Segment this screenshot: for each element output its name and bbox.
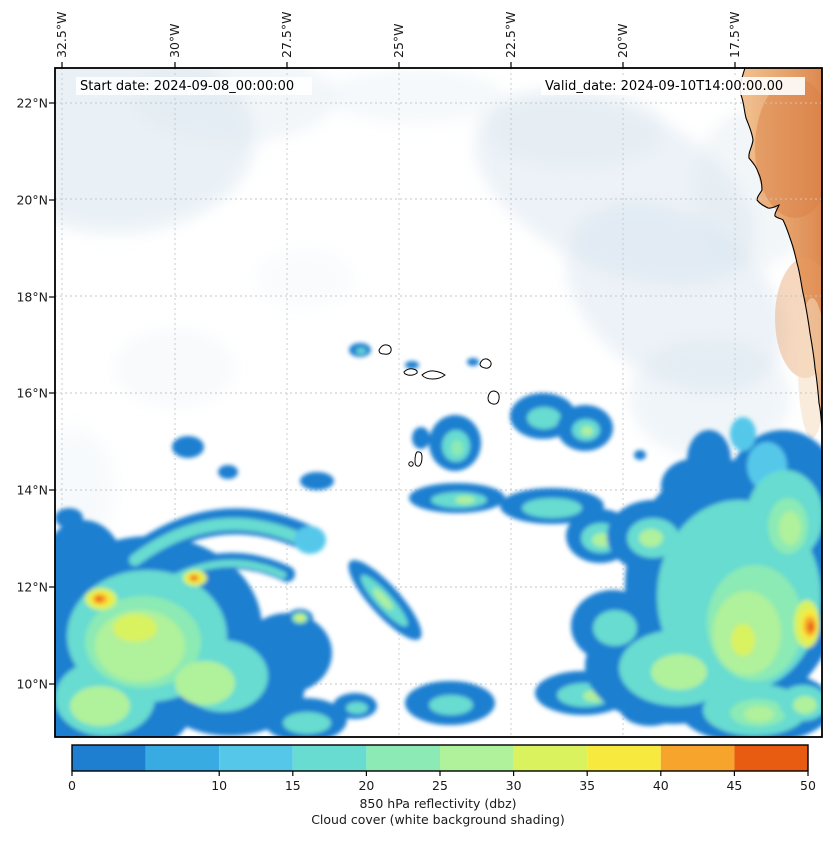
plot-area [55, 68, 822, 737]
lon-tick-label: 27.5°W [279, 12, 294, 58]
colorbar-ticks [71, 771, 809, 776]
land-region [739, 68, 822, 438]
lon-tick-label: 25°W [391, 23, 406, 58]
lon-tick-label: 32.5°W [54, 12, 69, 58]
colorbar-tick-label: 45 [726, 778, 742, 793]
plot-titles: Start date: 2024-09-08_00:00:00 Valid_da… [76, 77, 805, 95]
lon-tick-label: 22.5°W [503, 12, 518, 58]
lat-tick-label: 16°N [16, 386, 48, 401]
colorbar-tick-label: 20 [358, 778, 374, 793]
colorbar-segment [72, 745, 146, 771]
colorbar-segment [292, 745, 367, 771]
lon-axis-ticks [61, 62, 736, 68]
colorbar-segment [734, 745, 808, 771]
colorbar-tick-label: 30 [506, 778, 522, 793]
lon-axis-labels: 32.5°W 30°W 27.5°W 25°W 22.5°W 20°W 17.5… [54, 12, 742, 58]
lat-tick-label: 12°N [16, 580, 48, 595]
colorbar-tick-label: 40 [653, 778, 669, 793]
reflectivity-cape-verde [349, 343, 646, 471]
colorbar-segment [440, 745, 514, 771]
colorbar-segment [219, 745, 293, 771]
lon-tick-label: 20°W [615, 23, 630, 58]
reflectivity-cluster-southeast [571, 417, 822, 737]
lat-tick-label: 14°N [16, 483, 48, 498]
colorbar-segment [145, 745, 220, 771]
valid-date-bbox [541, 77, 805, 95]
colorbar-tick-label: 10 [211, 778, 227, 793]
lat-tick-label: 10°N [16, 677, 48, 692]
lon-tick-label: 17.5°W [727, 12, 742, 58]
lat-tick-label: 22°N [16, 96, 48, 111]
colorbar-tick-label: 35 [579, 778, 595, 793]
colorbar-tick-label: 50 [800, 778, 816, 793]
colorbar-caption-line1: 850 hPa reflectivity (dbz) [359, 796, 516, 811]
colorbar-tick-labels: 0 10 15 20 25 30 35 40 45 50 [68, 778, 816, 793]
colorbar-segment [366, 745, 440, 771]
lon-tick-label: 30°W [167, 23, 182, 58]
start-date-bbox [76, 77, 312, 95]
gridlines [55, 68, 822, 737]
colorbar-tick-label: 25 [432, 778, 448, 793]
colorbar-tick-label: 0 [68, 778, 76, 793]
valid-date-label: Valid_date: 2024-09-10T14:00:00.00 [545, 79, 783, 94]
colorbar-segment [660, 745, 735, 771]
coastline [739, 68, 822, 429]
island-outlines [378, 344, 500, 467]
colorbar-tick-label: 15 [285, 778, 301, 793]
colorbar-segments [72, 745, 808, 771]
start-date-label: Start date: 2024-09-08_00:00:00 [80, 79, 294, 94]
colorbar-segment [587, 745, 661, 771]
lat-axis-ticks [49, 102, 55, 685]
lat-axis-labels: 22°N 20°N 18°N 16°N 14°N 12°N 10°N [16, 96, 48, 692]
plot-frame [54, 67, 823, 738]
reflectivity-cluster-southwest [55, 436, 334, 737]
lat-tick-label: 18°N [16, 290, 48, 305]
reflectivity-field [55, 343, 822, 737]
colorbar-caption-line2: Cloud cover (white background shading) [311, 812, 565, 827]
colorbar-segment [513, 745, 588, 771]
colorbar: 0 10 15 20 25 30 35 40 45 50 850 hPa ref… [68, 744, 816, 827]
lat-tick-label: 20°N [16, 193, 48, 208]
